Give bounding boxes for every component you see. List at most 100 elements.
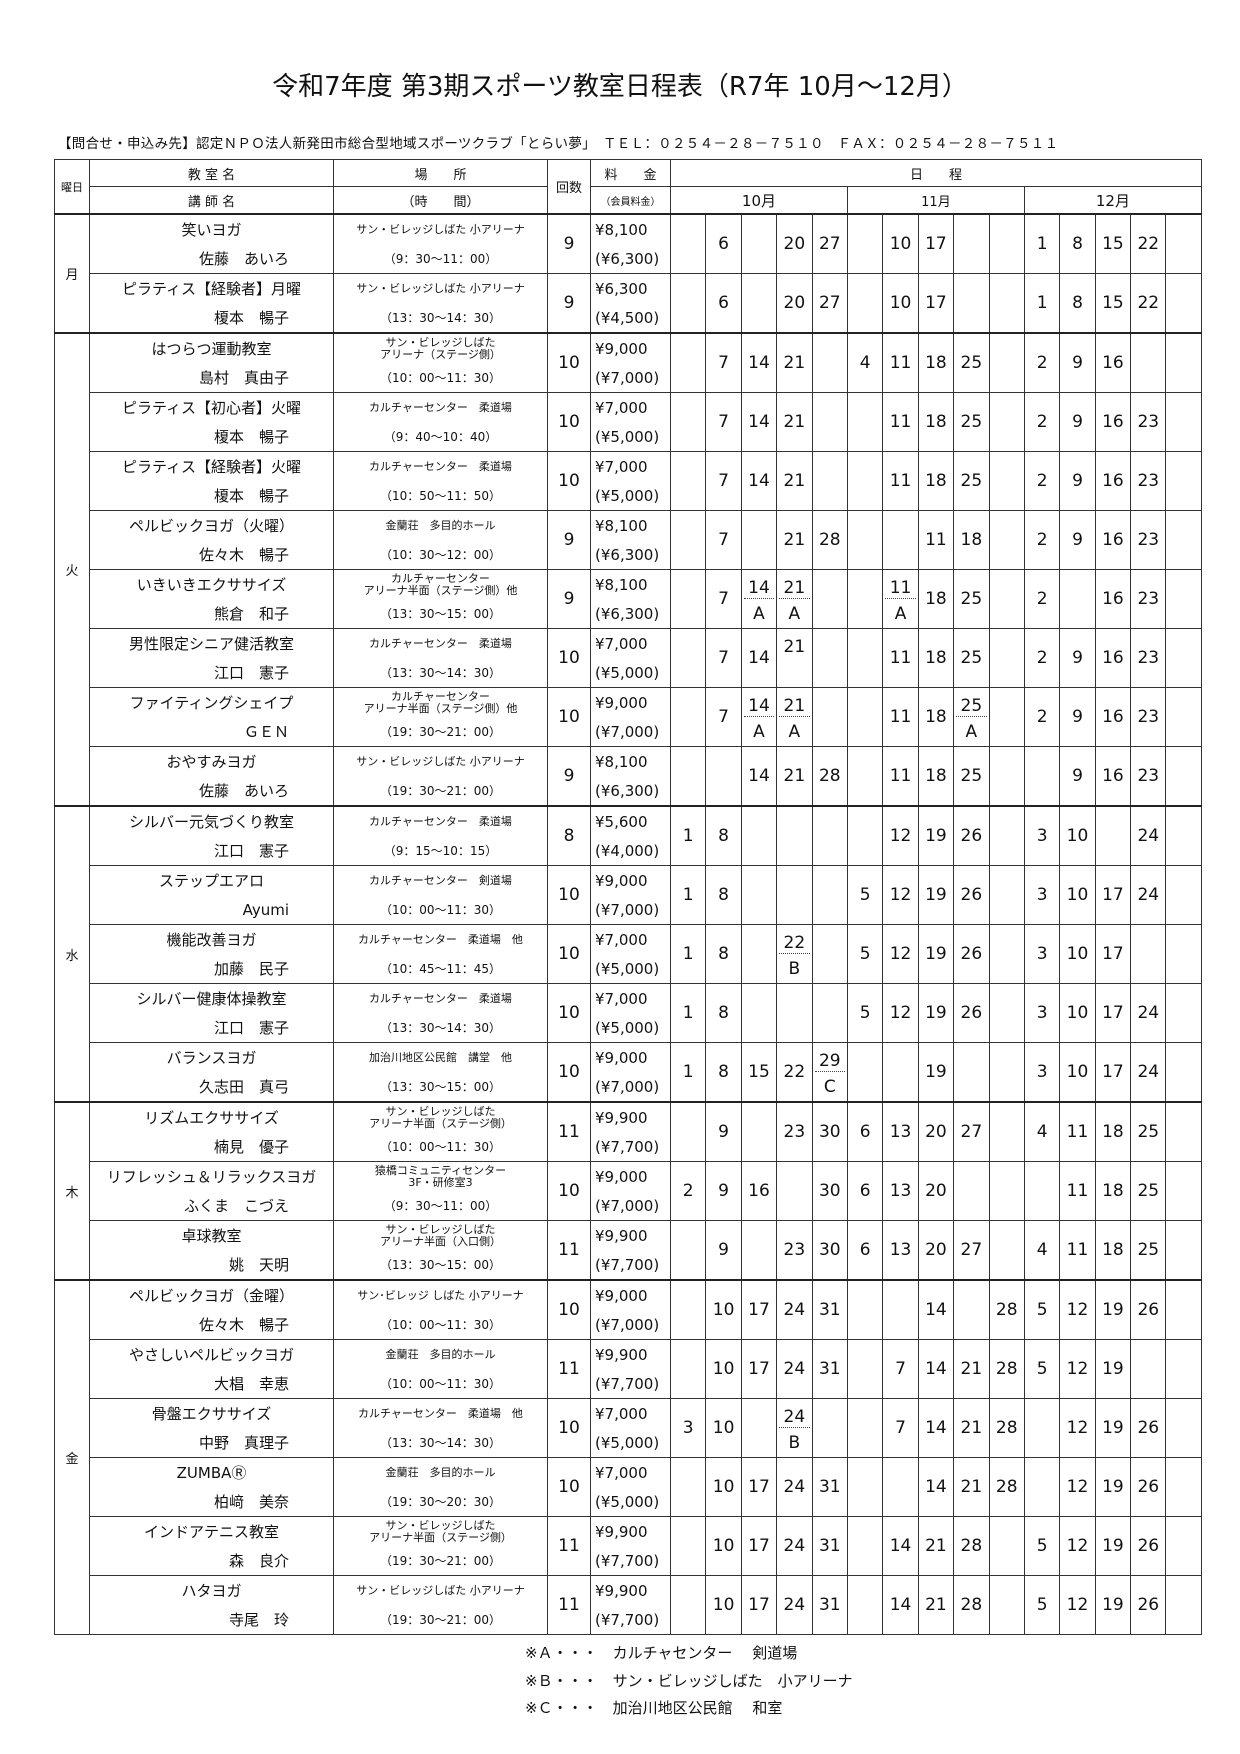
fee-cell: ¥7,000 (¥5,000) <box>590 983 671 1043</box>
date-cell: 7 <box>882 1339 919 1399</box>
date-cell: 26 <box>953 924 990 984</box>
date-cell: 7 <box>882 1398 919 1458</box>
member-fee: (¥5,000) <box>595 959 660 978</box>
class-name-block: ZUMBAⓇ 柏﨑 美奈 <box>90 1458 333 1516</box>
table-row: ピラティス【経験者】月曜榎本 暢子 サン・ビレッジしばた 小アリーナ （13：30～… <box>55 273 1202 334</box>
class-name: リフレッシュ＆リラックスヨガ <box>106 1168 317 1186</box>
place-block: カルチャーセンター 柔道場 （9：15～10：15） <box>334 807 547 865</box>
date-cell <box>669 1457 707 1517</box>
instructor-name: 榎本 暢子 <box>213 309 289 327</box>
venue-note: B <box>788 958 801 979</box>
date-cell: 24 <box>1130 983 1167 1043</box>
fee-cell: ¥9,000 (¥7,000) <box>590 687 671 747</box>
date-cell <box>776 983 813 1043</box>
member-fee: (¥5,000) <box>595 1018 660 1037</box>
class-name-cell: ペルビックヨガ（金曜） 佐々木 暢子 <box>89 1279 334 1340</box>
session-count: 10 <box>547 628 591 688</box>
fee-block: ¥6,300 (¥4,500) <box>591 274 670 332</box>
fee: ¥9,000 <box>595 871 648 890</box>
fee-cell: ¥9,000 (¥7,000) <box>590 1042 671 1103</box>
date-cell <box>846 569 884 629</box>
fee-block: ¥8,100 (¥6,300) <box>591 570 670 628</box>
date-cell: 11 <box>882 392 919 452</box>
fee: ¥9,900 <box>595 1522 648 1541</box>
date-cell: 31 <box>811 1516 848 1576</box>
fee-block: ¥9,900 (¥7,700) <box>591 1103 670 1161</box>
place-block: カルチャーセンター 柔道場 他 （10：45～11：45） <box>334 925 547 983</box>
place-block: サン・ビレッジしばた 小アリーナ （19：30～21：00） <box>334 1576 547 1634</box>
date-cell: 17 <box>740 1457 778 1517</box>
class-name: 骨盤エクササイズ <box>151 1405 272 1423</box>
fee: ¥6,300 <box>595 279 648 298</box>
place: サン・ビレッジしばた アリーナ半面（ステージ側） <box>369 1104 512 1130</box>
date-cell: 8 <box>705 983 742 1043</box>
fee-cell: ¥6,300 (¥4,500) <box>590 273 671 334</box>
date-cell: 28 <box>811 510 848 570</box>
date-cell: 23 <box>1130 392 1167 452</box>
class-name: 機能改善ヨガ <box>166 931 257 949</box>
date-cell: 23 <box>1130 746 1167 807</box>
date-cell <box>740 924 778 984</box>
date-cell <box>776 865 813 925</box>
venue-note <box>777 657 811 686</box>
date-cell <box>953 273 990 334</box>
date-cell: 4 <box>846 332 884 393</box>
place-cell: サン・ビレッジしばた 小アリーナ （13：30～14：30） <box>333 273 548 334</box>
date-cell <box>988 273 1025 334</box>
date-cell: 28 <box>988 1457 1025 1517</box>
fee-block: ¥9,000 (¥7,000) <box>591 1043 670 1101</box>
fee: ¥9,000 <box>595 693 648 712</box>
date-cell <box>1165 451 1202 511</box>
date-cell: 31 <box>811 1339 848 1399</box>
fee: ¥8,100 <box>595 220 648 239</box>
table-row: 水シルバー元気づくり教室 江口 憲子 カルチャーセンター 柔道場 （9：15～10：1… <box>54 805 1202 1103</box>
footnote-b: ※Ｂ・・・ サン・ビレッジしばた 小アリーナ <box>525 1671 853 1690</box>
table-row: 月笑いヨガ 佐藤 あいろ サン・ビレッジしばた 小アリーナ （9：30～11：00） 9… <box>54 213 1202 334</box>
date-cell <box>1165 746 1202 807</box>
member-fee: (¥5,000) <box>595 486 660 505</box>
date-cell <box>1130 332 1167 393</box>
class-name: シルバー元気づくり教室 <box>128 813 294 831</box>
place-block: サン・ビレッジしばた 小アリーナ （9：30～11：00） <box>334 215 547 273</box>
date-cell: 19 <box>1094 1339 1132 1399</box>
place: カルチャーセンター アリーナ半面（ステージ側）他 <box>363 571 518 597</box>
date-with-note: 21 A <box>777 688 811 746</box>
date-cell: 10 <box>1059 865 1096 925</box>
date-cell: 18 <box>917 392 955 452</box>
fee-cell: ¥9,000 (¥7,000) <box>590 865 671 925</box>
date-cell: 2 <box>1023 510 1061 570</box>
class-name-block: バランスヨガ 久志田 真弓 <box>90 1043 333 1101</box>
place-cell: サン・ビレッジしばた 小アリーナ （19：30～21：00） <box>333 746 548 807</box>
place: 金蘭荘 多目的ホール <box>385 1465 496 1479</box>
fee-block: ¥8,100 (¥6,300) <box>591 747 670 805</box>
date-cell: 11 <box>882 451 919 511</box>
venue-note: A <box>965 721 978 742</box>
fee-cell: ¥7,000 (¥5,000) <box>590 924 671 984</box>
date-cell <box>988 746 1025 807</box>
session-count: 10 <box>547 451 591 511</box>
date-cell <box>1165 1575 1202 1635</box>
member-fee: (¥6,300) <box>595 249 660 268</box>
date-cell: 6 <box>846 1161 884 1221</box>
date-cell <box>740 865 778 925</box>
date-cell: 17 <box>1094 1042 1132 1103</box>
date-cell: 21 <box>917 1516 955 1576</box>
class-name: ピラティス【経験者】月曜 <box>121 280 302 298</box>
date-cell <box>988 1101 1025 1162</box>
class-name-cell: ステップエアロ Ayumi <box>89 865 334 925</box>
fee: ¥7,000 <box>595 1404 648 1423</box>
date-cell <box>669 332 707 393</box>
instructor-name: 久志田 真弓 <box>198 1078 289 1096</box>
class-name-block: はつらつ運動教室 島村 真由子 <box>90 334 333 392</box>
header-schedule: 日 程 <box>670 159 1202 187</box>
date-cell <box>988 392 1025 452</box>
table-row: ペルビックヨガ（火曜） 佐々木 暢子 金蘭荘 多目的ホール （10：30～12：00）… <box>55 510 1202 570</box>
date-cell: 13 <box>882 1161 919 1221</box>
time: （10：50～11：50） <box>379 489 502 503</box>
member-fee: (¥5,000) <box>595 1492 660 1511</box>
date-cell: 12 <box>1059 1398 1096 1458</box>
place: 金蘭荘 多目的ホール <box>385 518 496 532</box>
date-cell: 10 <box>882 273 919 334</box>
place-cell: カルチャーセンター 柔道場 他 （13：30～14：30） <box>333 1398 548 1458</box>
date-cell <box>1165 1161 1202 1221</box>
